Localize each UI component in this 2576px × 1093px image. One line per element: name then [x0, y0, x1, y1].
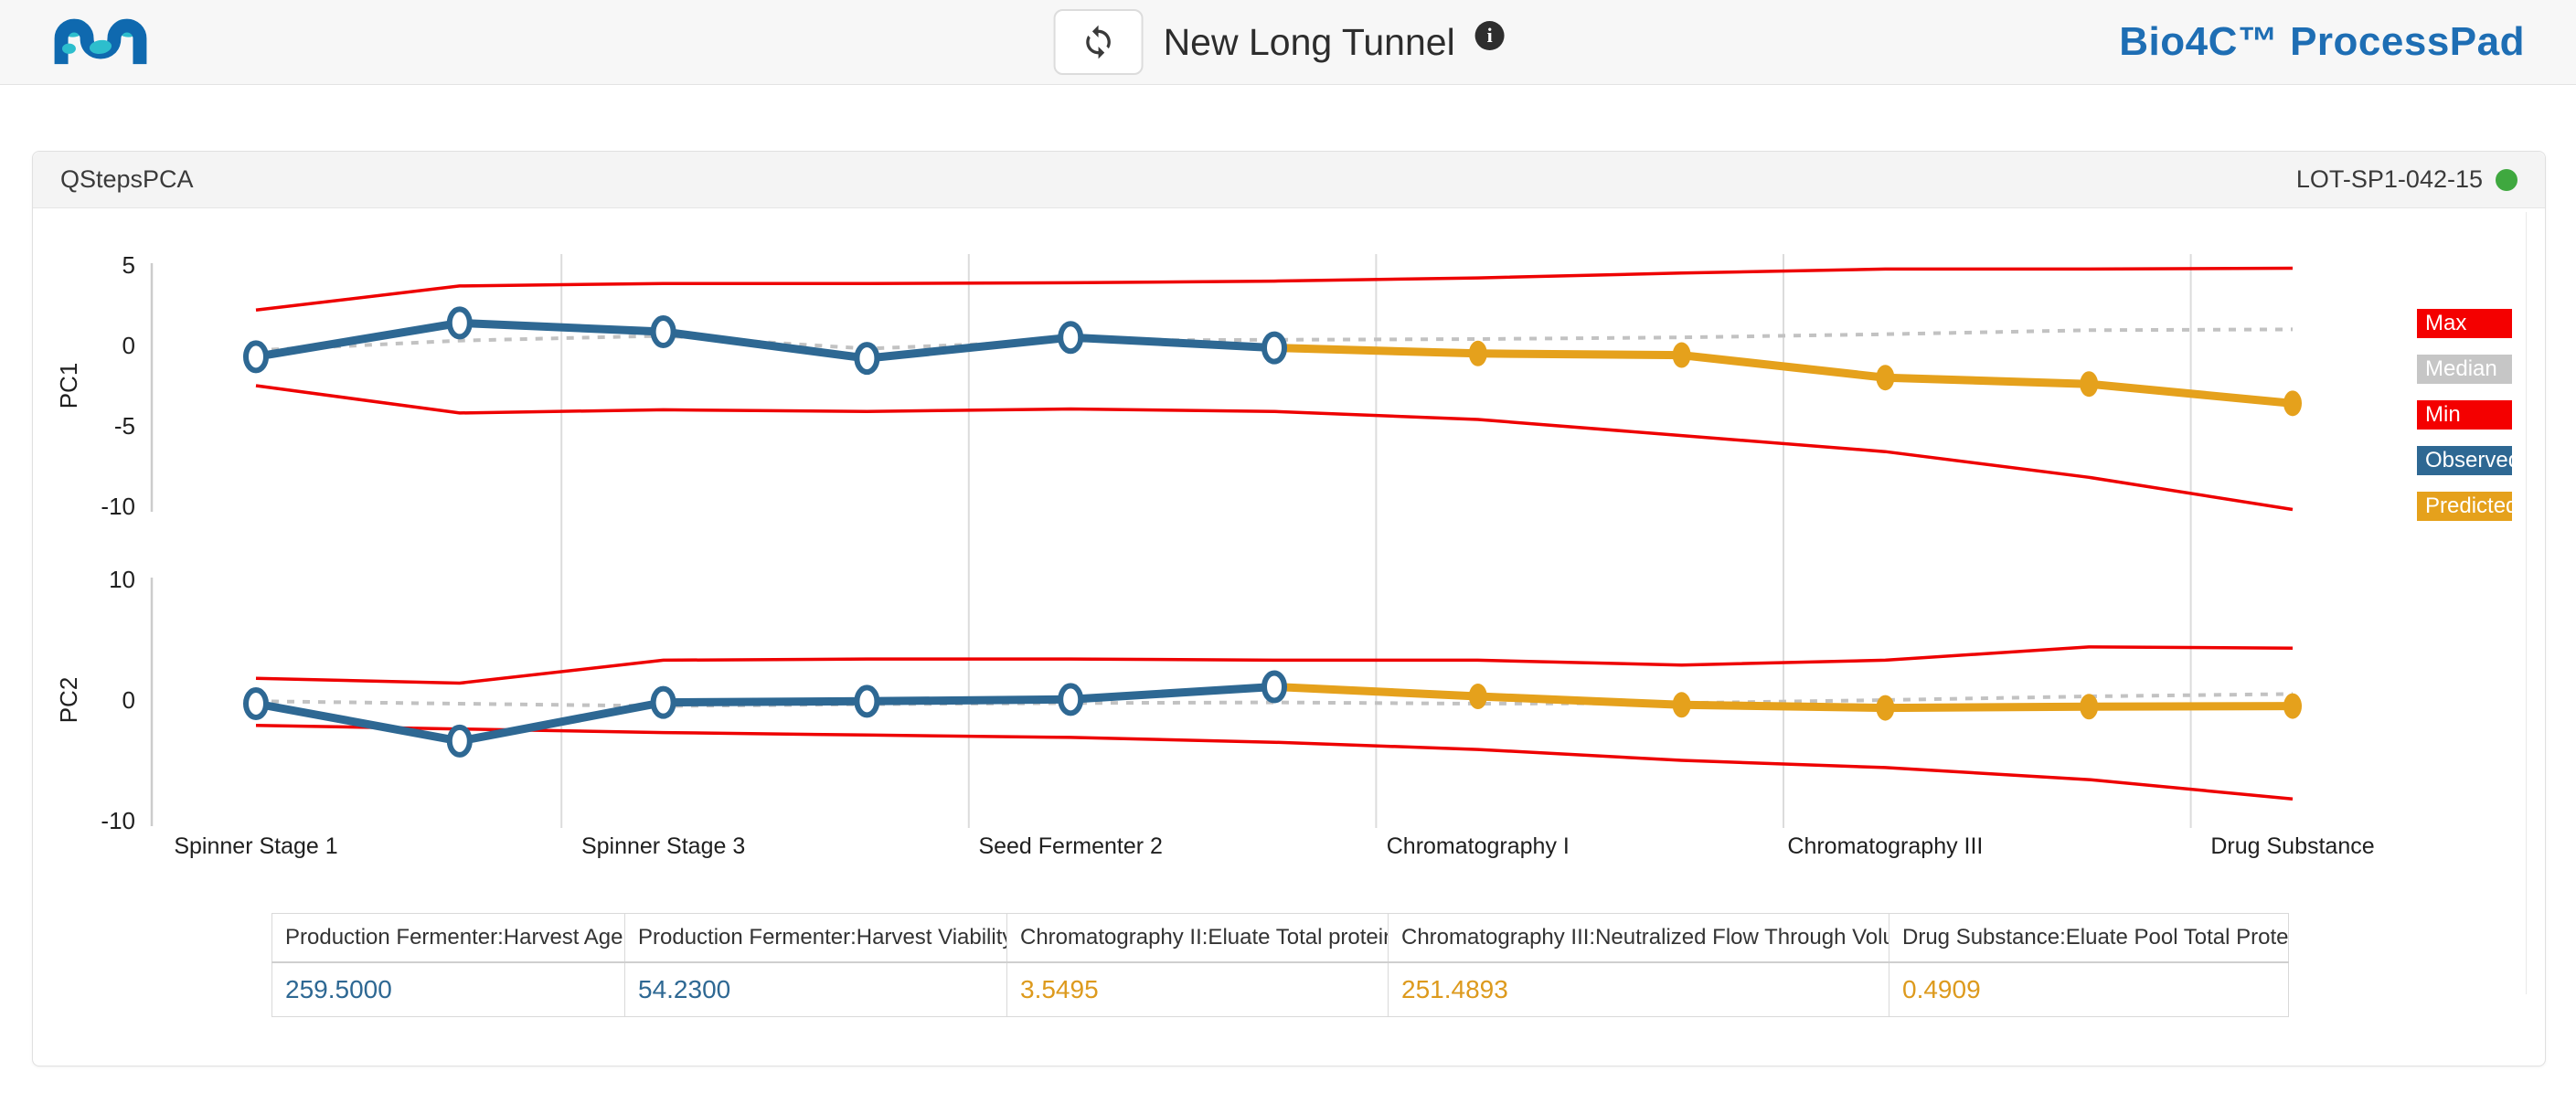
chart-divider	[2526, 212, 2527, 994]
y-tick-label: -10	[101, 807, 135, 834]
x-axis-label: Spinner Stage 3	[581, 833, 745, 859]
predicted-point	[2283, 693, 2302, 719]
pca-chart[interactable]: 5 0 -5 -10 PC1 10 0 -10 PC2 Spinner Stage 1 Spinne…	[33, 208, 2419, 885]
y-tick-label: -10	[101, 493, 135, 520]
observed-point	[243, 686, 269, 720]
median-line	[255, 327, 2294, 353]
predicted-point	[1876, 695, 1895, 721]
observed-point	[854, 342, 880, 376]
legend-badge-max[interactable]: Max	[2417, 309, 2512, 338]
top-bar: New Long Tunnel i Bio4C™ ProcessPad	[0, 0, 2576, 85]
qsteps-pca-card: QStepsPCA LOT-SP1-042-15 5 0 -5 -10 PC1 10 0 -1…	[32, 151, 2546, 1066]
predicted-point	[2080, 694, 2099, 720]
median-line	[255, 692, 2294, 708]
table-header-cell: Drug Substance:Eluate Pool Total Protein…	[1889, 913, 2289, 963]
observed-point	[1058, 321, 1084, 355]
title-block: New Long Tunnel i	[1053, 0, 1505, 84]
observed-point	[243, 340, 269, 374]
predicted-point	[1876, 365, 1895, 391]
table-header-cell: Chromatography II:Eluate Total protein (…	[1006, 913, 1389, 963]
legend-badge-observed[interactable]: Observed	[2417, 446, 2520, 475]
table-header-row: Production Fermenter:Harvest Age (hrs) P…	[271, 913, 2289, 963]
min-line	[255, 723, 2294, 801]
card-header: QStepsPCA LOT-SP1-042-15	[33, 152, 2545, 208]
table-header-cell: Chromatography III:Neutralized Flow Thro…	[1388, 913, 1889, 963]
info-icon[interactable]: i	[1474, 21, 1505, 50]
observed-point	[1261, 670, 1287, 704]
lot-label: LOT-SP1-042-15	[2295, 165, 2483, 193]
predicted-line	[1273, 683, 2294, 713]
y-tick-label: 5	[122, 251, 135, 279]
y-tick-label: 10	[109, 566, 135, 593]
predicted-line	[1273, 344, 2294, 408]
chart-legend: Max Median Min Observed Predicted	[2417, 309, 2520, 521]
y-tick-label: 0	[122, 332, 135, 359]
legend-badge-min[interactable]: Min	[2417, 400, 2512, 430]
page-title: New Long Tunnel	[1163, 20, 1455, 63]
predicted-point	[2283, 390, 2302, 417]
refresh-button[interactable]	[1053, 9, 1144, 75]
observed-point	[1058, 683, 1084, 716]
y-tick-label: -5	[114, 412, 135, 440]
table-header-cell: Production Fermenter:Harvest Viability (…	[624, 913, 1007, 963]
lot-wrap: LOT-SP1-042-15	[2296, 165, 2517, 194]
predicted-point	[1468, 684, 1487, 710]
observed-point	[854, 684, 880, 718]
table-value-cell: 3.5495	[1006, 961, 1389, 1017]
observed-point	[1261, 331, 1287, 365]
predicted-point	[2080, 371, 2099, 398]
observed-point	[650, 685, 676, 719]
panel-ylabel: PC2	[55, 677, 82, 724]
parameters-table: Production Fermenter:Harvest Age (hrs) P…	[271, 913, 2289, 1017]
predicted-point	[1672, 342, 1691, 368]
y-tick-label: 0	[122, 686, 135, 714]
table-value-row: 259.5000 54.2300 3.5495 251.4893 0.4909	[271, 961, 2289, 1017]
observed-point	[446, 306, 473, 340]
predicted-point	[1468, 340, 1487, 366]
x-axis-label: Spinner Stage 1	[174, 833, 337, 859]
table-value-cell: 251.4893	[1388, 961, 1889, 1017]
refresh-icon	[1086, 25, 1111, 59]
panel-ylabel: PC1	[55, 363, 82, 409]
observed-point	[446, 724, 473, 758]
lot-status-dot	[2496, 168, 2517, 191]
x-axis-label: Drug Substance	[2210, 833, 2374, 859]
observed-line	[255, 683, 1275, 746]
predicted-point	[1672, 692, 1691, 718]
observed-point	[650, 315, 676, 349]
table-value-cell: 0.4909	[1889, 961, 2289, 1017]
table-value-cell: 259.5000	[271, 961, 625, 1017]
x-axis-label: Chromatography I	[1387, 833, 1570, 859]
brand-logo-text: Bio4C™ ProcessPad	[2119, 19, 2525, 64]
max-line	[255, 645, 2294, 685]
table-value-cell: 54.2300	[624, 961, 1007, 1017]
merck-logo-icon	[54, 18, 147, 65]
legend-badge-predicted[interactable]: Predicted	[2417, 492, 2517, 521]
card-title: QStepsPCA	[60, 165, 194, 193]
x-axis-label: Chromatography III	[1787, 833, 1983, 859]
x-axis-label: Seed Fermenter 2	[978, 833, 1163, 859]
observed-line	[255, 318, 1275, 363]
max-line	[255, 266, 2294, 313]
legend-badge-median[interactable]: Median	[2417, 355, 2512, 384]
table-header-cell: Production Fermenter:Harvest Age (hrs)	[271, 913, 625, 963]
min-line	[255, 384, 2294, 512]
